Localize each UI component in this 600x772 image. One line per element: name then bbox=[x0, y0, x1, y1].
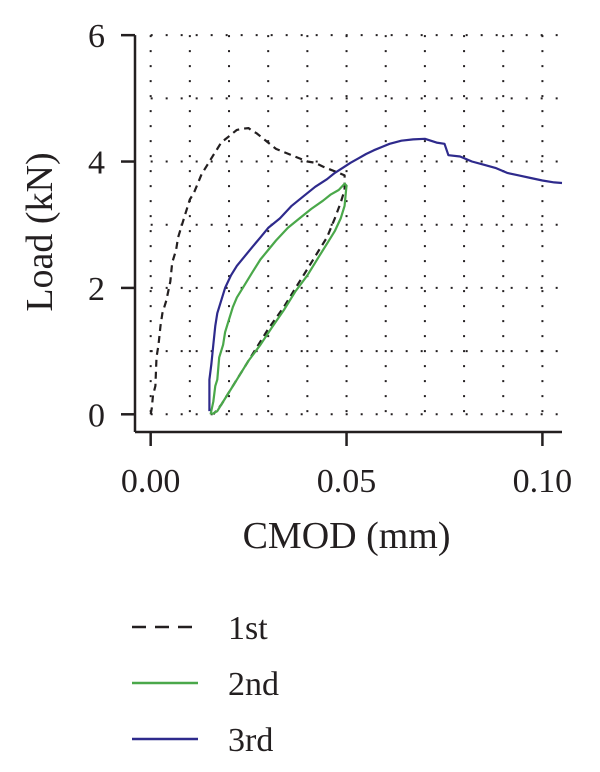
y-tick-label: 6 bbox=[88, 18, 105, 55]
legend-label-3rd: 3rd bbox=[228, 722, 273, 759]
y-tick-label: 0 bbox=[88, 397, 105, 434]
x-tick-label: 0.05 bbox=[317, 463, 377, 500]
x-tick-label: 0.10 bbox=[513, 463, 573, 500]
legend-label-2nd: 2nd bbox=[228, 666, 279, 703]
x-tick-label: 0.00 bbox=[121, 463, 181, 500]
tick-marks: 0 2 4 6 0.00 0.05 0.10 bbox=[88, 18, 572, 500]
y-tick-label: 2 bbox=[88, 271, 105, 308]
x-axis-label: CMOD (mm) bbox=[243, 515, 451, 557]
series-line-3rd bbox=[208, 137, 563, 412]
series-lines bbox=[149, 127, 563, 416]
grid-lines bbox=[149, 34, 562, 416]
legend: 1st 2nd 3rd bbox=[132, 610, 279, 759]
series-line-1st bbox=[149, 127, 346, 416]
y-tick-label: 4 bbox=[88, 145, 105, 182]
series-line-2nd bbox=[209, 182, 348, 416]
y-axis-label: Load (kN) bbox=[19, 152, 61, 311]
legend-label-1st: 1st bbox=[228, 610, 268, 647]
axes bbox=[133, 35, 562, 434]
